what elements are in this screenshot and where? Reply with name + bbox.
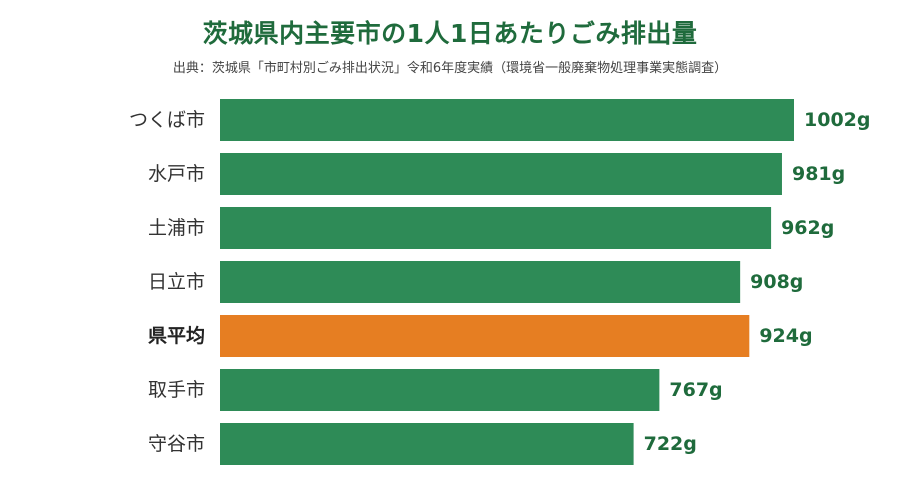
value-label-3: 908g: [750, 271, 803, 293]
bar-6: [220, 423, 634, 465]
category-label-0: つくば市: [129, 109, 205, 131]
category-label-4: 県平均: [148, 324, 205, 347]
bar-1: [220, 153, 782, 195]
chart-subtitle: 出典：茨城県「市町村別ごみ排出状況」令和6年度実績（環境省一般廃棄物処理事業実態…: [172, 61, 728, 76]
category-label-3: 日立市: [148, 271, 205, 293]
category-label-6: 守谷市: [148, 433, 205, 455]
value-label-1: 981g: [792, 163, 845, 185]
category-label-1: 水戸市: [148, 163, 205, 185]
value-label-4: 924g: [759, 325, 812, 347]
bar-5: [220, 369, 660, 411]
bar-4: [220, 315, 750, 357]
chart-title: 茨城県内主要市の1人1日あたりごみ排出量: [202, 19, 698, 48]
value-label-6: 722g: [644, 433, 697, 455]
category-label-2: 土浦市: [148, 217, 205, 239]
category-label-5: 取手市: [148, 379, 205, 401]
bar-3: [220, 261, 741, 303]
value-label-2: 962g: [781, 217, 834, 239]
value-label-5: 767g: [669, 379, 722, 401]
value-label-0: 1002g: [804, 109, 870, 131]
bar-2: [220, 207, 772, 249]
bar-0: [220, 99, 794, 141]
